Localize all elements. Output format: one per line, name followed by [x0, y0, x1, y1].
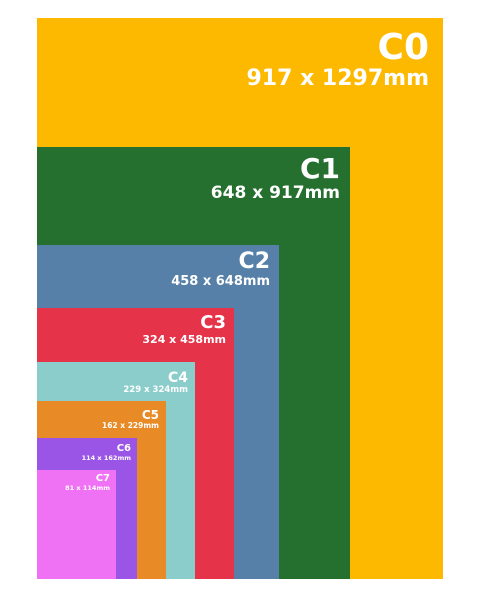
sheet-c1-name: C1 [299, 152, 340, 185]
sheet-c7-dimensions: 81 x 114mm [65, 484, 110, 492]
sheet-c4-label: C4 229 x 324mm [123, 371, 188, 395]
sheet-c2-name: C2 [238, 249, 270, 274]
sheet-c5-label: C5 162 x 229mm [102, 409, 159, 430]
sheet-c3-name: C3 [200, 312, 226, 333]
sheet-c6-dimensions: 114 x 162mm [81, 454, 131, 462]
sheet-c0-dimensions: 917 x 1297mm [246, 66, 429, 91]
sheet-c0-name: C0 [377, 27, 429, 68]
sheet-c2-label: C2 458 x 648mm [171, 249, 270, 289]
sheet-c7: C7 81 x 114mm [37, 470, 116, 579]
sheet-c1-label: C1 648 x 917mm [211, 155, 340, 202]
sheet-c1-dimensions: 648 x 917mm [210, 183, 340, 203]
sheet-c5-dimensions: 162 x 229mm [101, 421, 159, 430]
sheet-c6-name: C6 [116, 443, 131, 454]
sheet-c4-name: C4 [167, 370, 188, 386]
sheet-c6-label: C6 114 x 162mm [82, 444, 131, 462]
sheet-c7-label: C7 81 x 114mm [65, 474, 110, 492]
sheet-c3-dimensions: 324 x 458mm [142, 333, 226, 346]
sheet-c2-dimensions: 458 x 648mm [171, 274, 270, 289]
sheet-c7-name: C7 [95, 473, 110, 484]
sheet-c3-label: C3 324 x 458mm [142, 312, 226, 346]
sheet-c5-name: C5 [141, 408, 159, 422]
sheet-c4-dimensions: 229 x 324mm [123, 385, 188, 395]
sheet-c0-label: C0 917 x 1297mm [246, 30, 429, 90]
